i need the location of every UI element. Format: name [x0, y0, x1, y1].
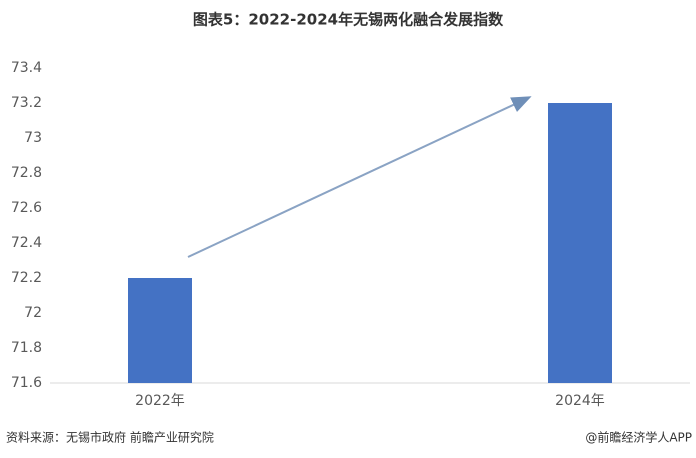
credit: @前瞻经济学人APP — [585, 430, 692, 445]
chart-title: 图表5：2022-2024年无锡两化融合发展指数 — [193, 11, 504, 29]
y-tick-label: 72 — [24, 305, 42, 321]
y-tick-label: 72.6 — [11, 200, 42, 216]
x-tick-label: 2022年 — [135, 393, 185, 409]
trend-arrow — [187, 96, 532, 258]
y-tick-label: 72.4 — [11, 235, 42, 251]
y-tick-label: 72.2 — [11, 270, 42, 286]
y-tick-label: 71.8 — [11, 340, 42, 356]
source: 资料来源：无锡市政府 前瞻产业研究院 — [6, 430, 214, 445]
bar — [128, 278, 192, 383]
y-tick-label: 72.8 — [11, 165, 42, 181]
y-tick-label: 71.6 — [11, 375, 42, 391]
bar — [548, 103, 612, 383]
y-tick-label: 73.4 — [11, 60, 42, 76]
y-tick-label: 73 — [24, 130, 42, 146]
x-tick-label: 2024年 — [555, 393, 605, 409]
y-tick-label: 73.2 — [11, 95, 42, 111]
